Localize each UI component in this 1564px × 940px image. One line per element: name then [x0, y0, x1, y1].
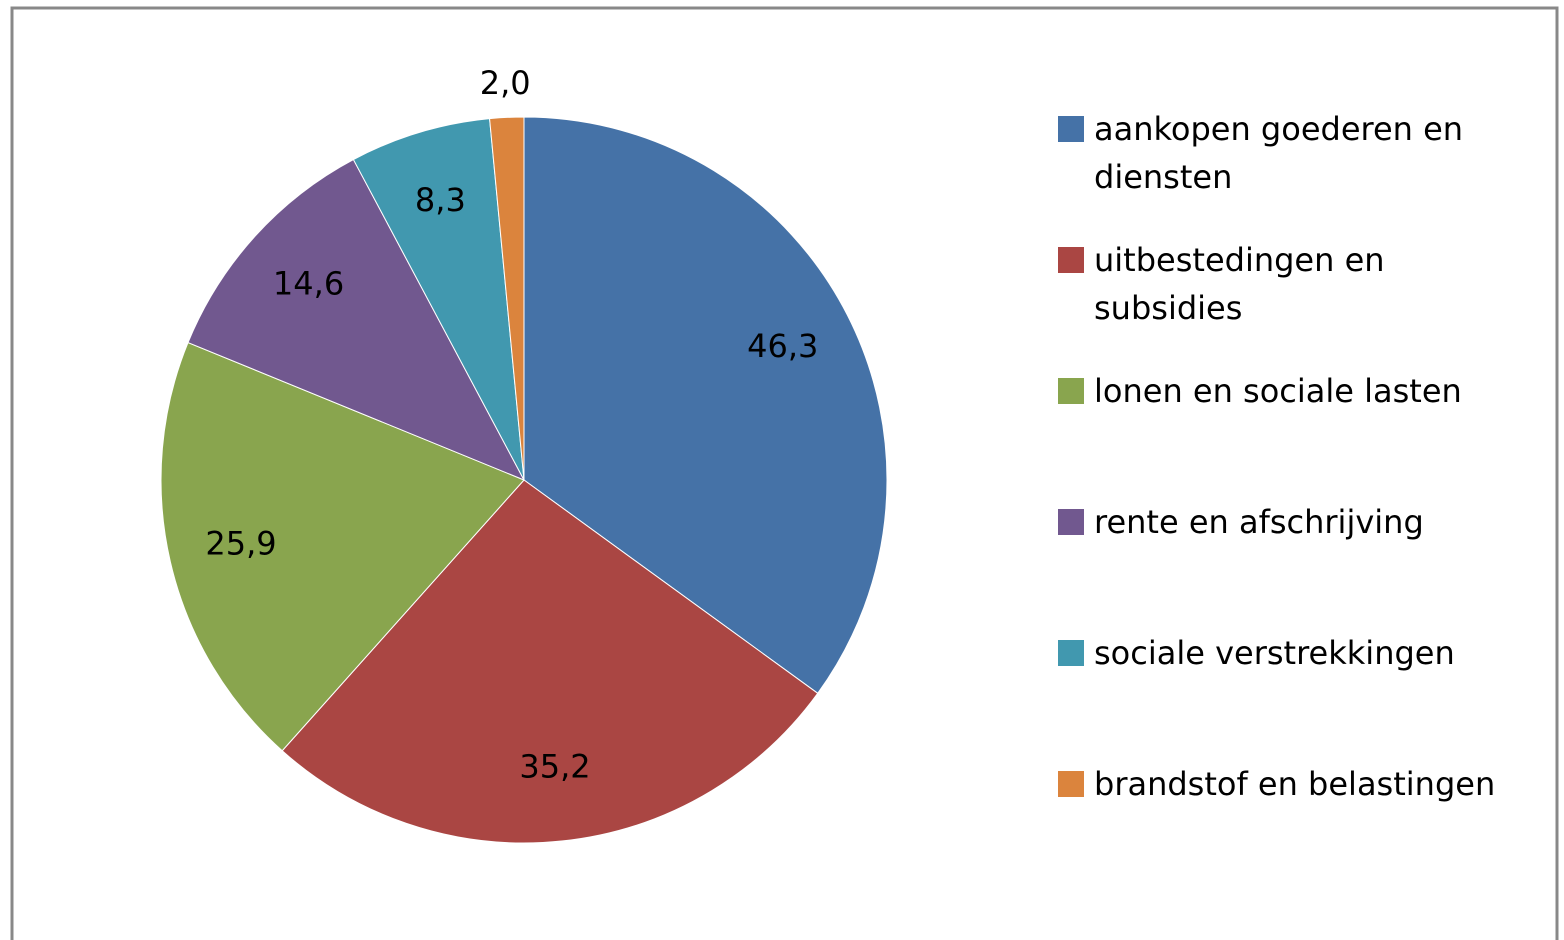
- frame: [10, 6, 1559, 940]
- data-label: 2,0: [480, 64, 531, 102]
- legend-label: brandstof en belastingen: [1094, 765, 1496, 803]
- legend-label: sociale verstrekkingen: [1094, 634, 1455, 672]
- legend-swatch: [1058, 771, 1084, 797]
- data-label: 25,9: [205, 524, 276, 562]
- pie-slice: [281, 479, 819, 844]
- pie-slice: [187, 158, 526, 481]
- data-label: 35,2: [519, 748, 590, 786]
- legend-swatch: [1058, 509, 1084, 535]
- legend-item: sociale verstrekkingen: [1058, 629, 1538, 760]
- legend-item: rente en afschrijving: [1058, 498, 1538, 629]
- legend-label: uitbestedingen en subsidies: [1094, 241, 1385, 327]
- legend-label: aankopen goederen en diensten: [1094, 110, 1464, 196]
- legend-item: aankopen goederen en diensten: [1058, 105, 1538, 236]
- legend-label: rente en afschrijving: [1094, 503, 1424, 541]
- legend-swatch: [1058, 247, 1084, 273]
- legend-swatch: [1058, 116, 1084, 142]
- pie-slice: [523, 116, 888, 694]
- legend-item: lonen en sociale lasten: [1058, 367, 1538, 498]
- legend-item: uitbestedingen en subsidies: [1058, 236, 1538, 367]
- legend-swatch: [1058, 640, 1084, 666]
- legend-item: brandstof en belastingen: [1058, 760, 1538, 891]
- pie-slice: [489, 116, 525, 481]
- legend-swatch: [1058, 378, 1084, 404]
- data-label: 46,3: [747, 327, 818, 365]
- pie-slice: [160, 341, 525, 752]
- data-label: 14,6: [273, 264, 344, 302]
- legend-label: lonen en sociale lasten: [1094, 372, 1462, 410]
- pie-slice: [352, 118, 525, 481]
- legend: aankopen goederen en diensten uitbestedin…: [1058, 105, 1538, 891]
- data-label: 8,3: [415, 181, 466, 219]
